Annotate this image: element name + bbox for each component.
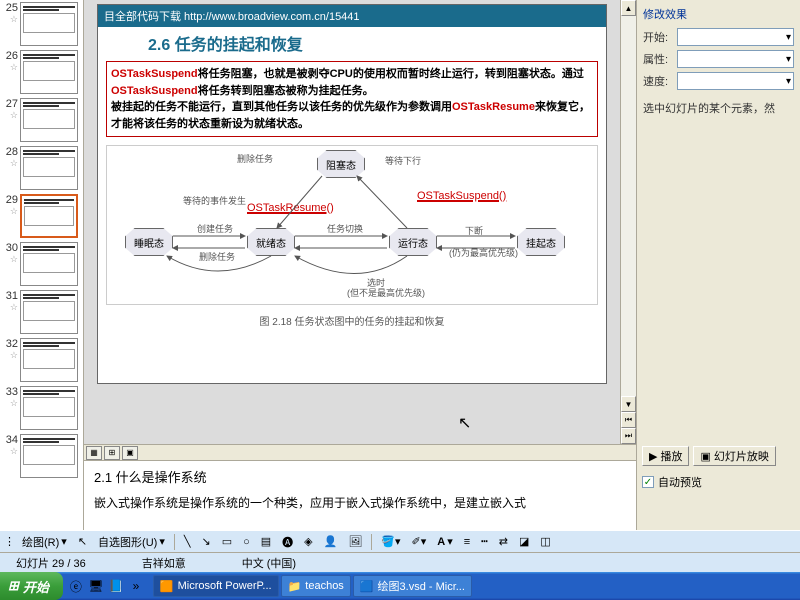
textbox-tool[interactable]: ▤ bbox=[257, 533, 275, 551]
language-indicator[interactable]: 中文 (中国) bbox=[234, 555, 304, 571]
view-buttons: ▦ ⊞ ▣ bbox=[84, 444, 636, 460]
diagram-caption: 图 2.18 任务状态图中的任务的挂起和恢复 bbox=[98, 313, 606, 328]
draw-menu[interactable]: 绘图(R) ▾ bbox=[18, 533, 71, 551]
arrow-style[interactable]: ⇄ bbox=[495, 533, 512, 551]
center-area: 目全部代码下载 http://www.broadview.com.cn/1544… bbox=[84, 0, 636, 530]
app-icon: 🟧 bbox=[160, 580, 174, 593]
auto-preview-checkbox[interactable]: ✓ 自动预览 bbox=[642, 474, 792, 490]
ql-expand-icon[interactable]: » bbox=[127, 577, 145, 595]
animation-pane: 修改效果 开始: ▾属性: ▾速度: ▾ 选中幻灯片的某个元素，然 ▶播放 ▣幻… bbox=[636, 0, 800, 530]
thumbnail-34[interactable]: 34☆ bbox=[2, 434, 81, 478]
pane-title: 修改效果 bbox=[643, 6, 794, 22]
slideshow-icon: ▣ bbox=[700, 450, 710, 463]
prop-select-0[interactable]: ▾ bbox=[677, 28, 794, 46]
app-icon: 🟦 bbox=[360, 580, 374, 593]
thumbnail-33[interactable]: 33☆ bbox=[2, 386, 81, 430]
taskbar-item-1[interactable]: 📁teachos bbox=[281, 575, 351, 597]
wordart-tool[interactable]: 🅐 bbox=[278, 533, 297, 551]
start-button[interactable]: ⊞ 开始 bbox=[0, 572, 63, 600]
quick-launch: ⓔ 🖥 📘 » bbox=[63, 577, 149, 595]
drawing-toolbar: ⋮ 绘图(R) ▾ ↖ 自选图形(U) ▾ ╲ ↘ ▭ ○ ▤ 🅐 ◈ 👤 🖼 … bbox=[0, 530, 800, 552]
slideshow-view-btn[interactable]: ▣ bbox=[122, 446, 138, 460]
windows-taskbar: ⊞ 开始 ⓔ 🖥 📘 » 🟧Microsoft PowerP...📁teacho… bbox=[0, 572, 800, 600]
app-icon: 📁 bbox=[288, 580, 302, 593]
line-style[interactable]: ≡ bbox=[460, 533, 474, 551]
autoshape-menu[interactable]: 自选图形(U) ▾ bbox=[94, 533, 169, 551]
clipart-tool[interactable]: 👤 bbox=[320, 533, 342, 551]
3d-style[interactable]: ◫ bbox=[536, 533, 554, 551]
thumbnail-29[interactable]: 29☆ bbox=[2, 194, 81, 238]
scroll-down-btn[interactable]: ▼ bbox=[621, 396, 636, 412]
slideshow-button[interactable]: ▣幻灯片放映 bbox=[693, 446, 775, 466]
pane-hint: 选中幻灯片的某个元素，然 bbox=[643, 100, 794, 116]
thumbnail-28[interactable]: 28☆ bbox=[2, 146, 81, 190]
slide-counter: 幻灯片 29 / 36 bbox=[8, 555, 94, 571]
prop-select-1[interactable]: ▾ bbox=[677, 50, 794, 68]
play-button[interactable]: ▶播放 bbox=[642, 446, 689, 466]
taskbar-item-2[interactable]: 🟦绘图3.vsd - Micr... bbox=[353, 575, 472, 597]
state-diagram: 阻塞态 睡眠态 就绪态 运行态 挂起态 OSTaskSuspend() OSTa… bbox=[106, 145, 598, 305]
slide-current[interactable]: 目全部代码下载 http://www.broadview.com.cn/1544… bbox=[97, 4, 607, 384]
slide-view: 目全部代码下载 http://www.broadview.com.cn/1544… bbox=[84, 0, 620, 444]
prop-select-2[interactable]: ▾ bbox=[677, 72, 794, 90]
play-icon: ▶ bbox=[649, 450, 657, 463]
normal-view-btn[interactable]: ▦ bbox=[86, 446, 102, 460]
separator-icon: ⋮ bbox=[4, 535, 15, 548]
notes-pane[interactable]: 2.1 什么是操作系统 嵌入式操作系统是操作系统的一个种类，应用于嵌入式操作系统… bbox=[84, 460, 636, 530]
windows-icon: ⊞ bbox=[8, 578, 19, 594]
thumbnail-26[interactable]: 26☆ bbox=[2, 50, 81, 94]
thumbnail-32[interactable]: 32☆ bbox=[2, 338, 81, 382]
ql-desktop-icon[interactable]: 🖥 bbox=[87, 577, 105, 595]
thumbnail-27[interactable]: 27☆ bbox=[2, 98, 81, 142]
fill-color[interactable]: 🪣▾ bbox=[377, 533, 404, 551]
status-bar: 幻灯片 29 / 36 吉祥如意 中文 (中国) bbox=[0, 552, 800, 572]
prev-slide-btn[interactable]: ⏮ bbox=[621, 412, 636, 428]
checkbox-icon: ✓ bbox=[642, 476, 654, 488]
notes-title: 2.1 什么是操作系统 bbox=[94, 467, 626, 486]
thumbnail-31[interactable]: 31☆ bbox=[2, 290, 81, 334]
theme-name: 吉祥如意 bbox=[134, 555, 194, 571]
next-slide-btn[interactable]: ⏭ bbox=[621, 428, 636, 444]
ql-app-icon[interactable]: 📘 bbox=[107, 577, 125, 595]
scroll-up-btn[interactable]: ▲ bbox=[621, 0, 636, 16]
thumbnail-25[interactable]: 25☆ bbox=[2, 2, 81, 46]
shadow-style[interactable]: ◪ bbox=[515, 533, 533, 551]
thumbnail-panel: 25☆ 26☆ 27☆ 28☆ 29☆ 30☆ 31☆ 32☆ 33☆ 34 bbox=[0, 0, 84, 530]
diagram-tool[interactable]: ◈ bbox=[300, 533, 316, 551]
notes-body: 嵌入式操作系统是操作系统的一个种类，应用于嵌入式操作系统中，是建立嵌入式 bbox=[94, 494, 626, 511]
slide-scrollbar[interactable]: ▲ ▼ ⏮ ⏭ bbox=[620, 0, 636, 444]
rect-tool[interactable]: ▭ bbox=[218, 533, 236, 551]
line-color[interactable]: ✐▾ bbox=[408, 533, 431, 551]
slide-header: 目全部代码下载 http://www.broadview.com.cn/1544… bbox=[98, 5, 606, 27]
slide-text-box: OSTaskSuspend将任务阻塞，也就是被剥夺CPU的使用权而暂时终止运行，… bbox=[106, 61, 598, 137]
thumbnail-30[interactable]: 30☆ bbox=[2, 242, 81, 286]
slide-section-title: 2.6 任务的挂起和恢复 bbox=[98, 27, 606, 59]
arrow-tool[interactable]: ↘ bbox=[197, 533, 214, 551]
font-color[interactable]: A▾ bbox=[433, 533, 456, 551]
sorter-view-btn[interactable]: ⊞ bbox=[104, 446, 120, 460]
line-tool[interactable]: ╲ bbox=[180, 533, 195, 551]
ql-ie-icon[interactable]: ⓔ bbox=[67, 577, 85, 595]
select-tool[interactable]: ↖ bbox=[74, 533, 91, 551]
picture-tool[interactable]: 🖼 bbox=[344, 533, 366, 551]
dash-style[interactable]: ┅ bbox=[477, 533, 492, 551]
taskbar-item-0[interactable]: 🟧Microsoft PowerP... bbox=[153, 575, 279, 597]
oval-tool[interactable]: ○ bbox=[239, 533, 254, 551]
